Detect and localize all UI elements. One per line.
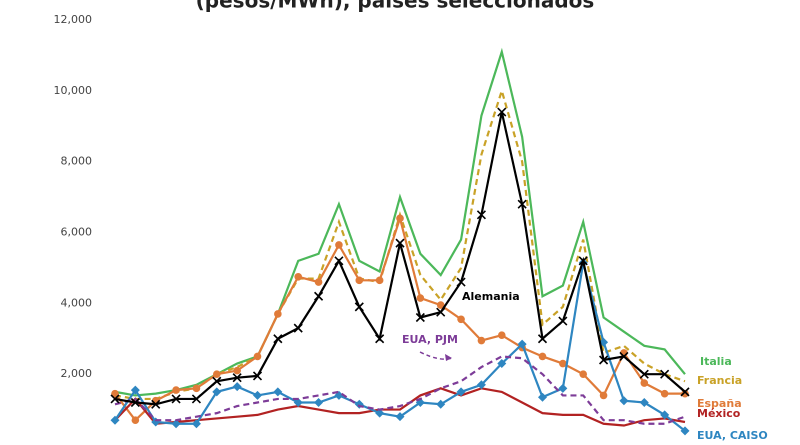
series-line	[114, 355, 686, 425]
y-tick-label: 6,000	[61, 226, 93, 239]
point	[395, 412, 405, 422]
point	[151, 399, 161, 409]
point	[660, 389, 669, 398]
point	[253, 352, 262, 361]
point	[232, 373, 242, 383]
point	[212, 376, 222, 386]
point	[538, 392, 547, 402]
point	[619, 351, 629, 362]
point	[415, 312, 425, 323]
point	[639, 369, 649, 379]
series-label: EUA, CAISO	[697, 429, 768, 442]
point	[314, 278, 323, 286]
point	[680, 387, 690, 397]
point	[680, 426, 690, 436]
point	[477, 336, 486, 345]
point	[681, 389, 689, 398]
point	[517, 339, 527, 349]
point	[375, 276, 384, 285]
point	[396, 214, 404, 223]
series-line	[114, 214, 685, 422]
point	[355, 276, 364, 285]
point	[497, 107, 507, 117]
y-tick-label: 12,000	[54, 13, 93, 26]
point	[253, 390, 262, 400]
y-tick-label: 4,000	[61, 296, 93, 309]
point	[537, 334, 548, 344]
point	[497, 359, 507, 369]
annotation-arrowhead	[445, 354, 452, 361]
point	[110, 415, 120, 425]
point	[191, 394, 201, 404]
y-tick-label: 10,000	[54, 84, 93, 97]
point	[314, 398, 324, 407]
point	[660, 410, 670, 420]
series-label: EUA, PJM	[402, 333, 458, 346]
point	[456, 277, 466, 287]
point	[212, 370, 221, 378]
series-label: México	[697, 407, 741, 420]
series-line	[114, 387, 686, 427]
point	[191, 419, 201, 429]
series-label: Francia	[697, 374, 742, 387]
point	[517, 199, 527, 209]
series-label: Italia	[700, 355, 732, 368]
point	[314, 291, 324, 301]
point	[130, 385, 140, 395]
point	[212, 387, 222, 397]
point	[476, 210, 486, 220]
point	[476, 380, 486, 390]
point	[639, 398, 649, 407]
point	[294, 272, 303, 281]
point	[640, 379, 649, 387]
y-tick-label: 2,000	[61, 367, 93, 380]
point	[252, 371, 263, 381]
point	[274, 310, 282, 318]
point	[457, 315, 465, 324]
point	[293, 323, 303, 333]
point	[293, 398, 303, 407]
point	[375, 408, 385, 418]
point	[130, 397, 140, 408]
series-label: Alemania	[462, 290, 520, 303]
series-line	[114, 111, 686, 406]
point	[232, 382, 242, 392]
point	[110, 394, 120, 404]
chart-title: (pesos/MWh), países seleccionados	[196, 0, 595, 13]
point	[599, 391, 608, 400]
point	[578, 256, 588, 266]
point	[558, 316, 568, 326]
point	[233, 366, 241, 375]
point	[172, 386, 180, 394]
point	[273, 334, 283, 344]
point	[375, 334, 385, 344]
point	[171, 419, 181, 429]
point	[436, 399, 446, 409]
point	[456, 387, 466, 397]
point	[497, 331, 506, 340]
point	[334, 256, 344, 266]
point	[660, 369, 670, 379]
y-tick-label: 8,000	[61, 155, 93, 168]
point	[559, 359, 567, 368]
point	[335, 241, 343, 249]
point	[619, 396, 629, 406]
point	[354, 302, 364, 312]
point	[171, 394, 181, 404]
series-label: España	[697, 397, 742, 410]
point	[558, 383, 568, 393]
point	[416, 294, 425, 302]
point	[131, 416, 140, 425]
point	[436, 301, 445, 309]
point	[436, 307, 446, 317]
point	[273, 387, 283, 397]
point	[579, 370, 588, 378]
point	[111, 389, 119, 398]
point	[192, 384, 201, 393]
point	[538, 352, 547, 361]
point	[599, 355, 609, 365]
point	[395, 238, 405, 248]
